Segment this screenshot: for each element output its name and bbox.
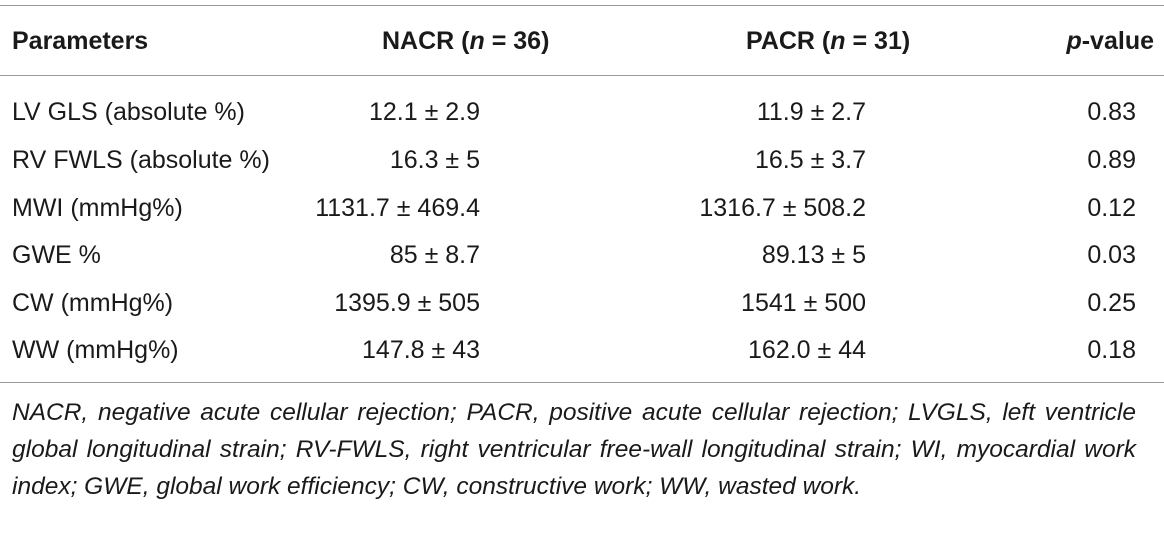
cell-nacr: 1395.9 ± 505: [334, 289, 480, 317]
header-parameters: Parameters: [12, 24, 148, 58]
cell-p-value: 0.12: [1087, 194, 1136, 222]
cell-parameter: WW (mmHg%): [12, 336, 179, 364]
cell-p-value: 0.18: [1087, 336, 1136, 364]
cell-parameter: RV FWLS (absolute %): [12, 146, 270, 174]
cell-nacr: 12.1 ± 2.9: [368, 98, 480, 126]
cell-pacr: 1316.7 ± 508.2: [699, 194, 866, 222]
header-pacr: PACR (n = 31): [746, 24, 910, 58]
header-rule: [0, 75, 1164, 76]
cell-pacr: 89.13 ± 5: [761, 241, 866, 269]
cell-pacr: 16.5 ± 3.7: [754, 146, 866, 174]
cell-nacr: 147.8 ± 43: [362, 336, 480, 364]
cell-parameter: CW (mmHg%): [12, 289, 174, 317]
cell-pacr: 162.0 ± 44: [748, 336, 866, 364]
header-pacr-n: n: [830, 27, 846, 55]
cell-p-value: 0.89: [1087, 146, 1136, 174]
header-p-suffix: -value: [1081, 27, 1154, 55]
header-p-value: p-value: [1066, 24, 1154, 58]
cell-p-value: 0.25: [1087, 289, 1136, 317]
header-nacr-n: n: [469, 27, 485, 55]
header-nacr-prefix: NACR (: [382, 27, 470, 55]
cell-parameter: LV GLS (absolute %): [12, 98, 245, 126]
cell-p-value: 0.83: [1087, 98, 1136, 126]
cell-parameter: MWI (mmHg%): [12, 194, 183, 222]
header-pacr-prefix: PACR (: [746, 27, 831, 55]
header-nacr-suffix: = 36): [484, 27, 550, 55]
header-pacr-suffix: = 31): [845, 27, 911, 55]
table-bottom-rule: [0, 382, 1164, 383]
table-footnote: NACR, negative acute cellular rejection;…: [12, 399, 1136, 500]
table-top-rule: [0, 5, 1164, 6]
header-parameters-label: Parameters: [12, 27, 149, 55]
cell-nacr: 16.3 ± 5: [389, 146, 480, 174]
header-nacr: NACR (n = 36): [382, 24, 549, 58]
header-p-italic: p: [1066, 27, 1082, 55]
cell-pacr: 1541 ± 500: [741, 289, 866, 317]
cell-parameter: GWE %: [12, 241, 101, 269]
cell-nacr: 85 ± 8.7: [389, 241, 480, 269]
cell-nacr: 1131.7 ± 469.4: [315, 194, 480, 222]
cell-p-value: 0.03: [1087, 241, 1136, 269]
cell-pacr: 11.9 ± 2.7: [756, 98, 866, 126]
